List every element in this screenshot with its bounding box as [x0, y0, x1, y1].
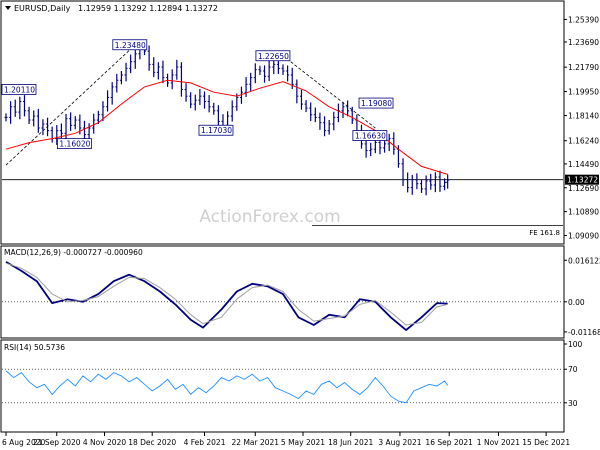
annotation-label: 1.16630 — [355, 132, 386, 141]
annotation-box — [352, 130, 388, 141]
price-tick-label: 1.21790 — [568, 63, 599, 72]
macd-lines — [5, 261, 448, 332]
price-levels — [2, 179, 563, 226]
rsi-title: RSI(14) 50.5736 — [4, 343, 65, 352]
annotation-box — [255, 50, 291, 62]
annotation-label: 1.16020 — [59, 140, 90, 149]
macd-series-line — [5, 262, 448, 326]
trendline — [290, 61, 376, 129]
annotation-label: 1.19080 — [361, 99, 392, 108]
price-tick-label: 1.12690 — [568, 184, 599, 193]
x-tick-label: 22 Mar 2021 — [232, 438, 280, 447]
price-annotation: 1.20110 — [1, 84, 37, 95]
current-price-marker: 1.13272 — [565, 174, 599, 185]
price-annotation: 1.19080 — [358, 97, 394, 109]
macd-tick-label: 0.016122 — [568, 256, 600, 265]
price-tick-label: 1.25390 — [568, 15, 599, 24]
symbol-label: EURUSD,Daily — [14, 4, 71, 13]
macd-tick-label: -0.011681 — [568, 328, 600, 337]
price-axis: 1.25390 1.23690 1.21790 1.19950 1.18140 1.162… — [564, 15, 599, 240]
price-tick-label: 1.16240 — [568, 137, 599, 146]
macd-axis: 0.016122 0.00 -0.011681 — [2, 256, 600, 337]
price-header: EURUSD,Daily 1.12959 1.13292 1.12894 1.1… — [5, 4, 218, 13]
annotation-label: 1.17030 — [201, 126, 232, 135]
price-tick-label: 1.23690 — [568, 38, 599, 47]
rsi-panel — [0, 339, 565, 433]
price-panel — [0, 0, 565, 245]
annotation-box — [1, 84, 37, 95]
price-tick-label: 1.19950 — [568, 88, 599, 97]
dropdown-triangle-icon[interactable] — [5, 6, 11, 10]
rsi-tick-label: 100 — [568, 340, 583, 349]
macd-panel — [0, 245, 565, 339]
price-annotation: 1.23480 — [112, 39, 148, 51]
x-tick-label: 6 Aug 2020 — [2, 438, 45, 447]
rsi-tick-label: 30 — [568, 399, 578, 408]
annotation-box — [198, 124, 234, 136]
annotation-box — [57, 138, 92, 150]
x-tick-label: 21 Sep 2020 — [33, 438, 81, 447]
annotation-label: 1.20110 — [4, 85, 35, 94]
x-tick-label: 16 Sep 2021 — [425, 438, 473, 447]
watermark: ActionForex.com — [199, 207, 340, 227]
macd-tick-label: 0.00 — [568, 298, 585, 307]
macd-series-line — [5, 261, 448, 332]
ema-line — [5, 79, 448, 175]
current-price-box — [565, 174, 599, 185]
rsi-series-line — [5, 370, 449, 404]
x-tick-label: 15 Dec 2021 — [522, 438, 570, 447]
macd-title: MACD(12,26,9) -0.000727 -0.000960 — [4, 248, 143, 257]
x-tick-label: 18 Dec 2020 — [128, 438, 176, 447]
current-price-label: 1.13272 — [567, 176, 598, 185]
price-tick-label: 1.18140 — [568, 112, 599, 121]
fe-label: FE 161.8 — [529, 229, 560, 237]
trendline — [5, 44, 136, 166]
price-annotations: 1.20110 1.23480 1.16020 1.17030 1.22650 1.190… — [1, 39, 394, 150]
trendlines — [5, 44, 376, 166]
ema-polyline — [5, 79, 448, 175]
x-tick-label: 5 May 2021 — [281, 438, 325, 447]
ohlc-values: 1.12959 1.13292 1.12894 1.13272 — [78, 4, 218, 13]
price-tick-label: 1.09090 — [568, 231, 599, 240]
annotation-label: 1.23480 — [115, 41, 146, 50]
x-tick-label: 1 Nov 2021 — [477, 438, 520, 447]
price-annotation: 1.16630 — [352, 130, 388, 141]
rsi-axis: 100 70 30 — [2, 340, 583, 408]
x-tick-label: 3 Aug 2021 — [378, 438, 421, 447]
price-annotation: 1.17030 — [198, 124, 234, 136]
price-bars — [4, 40, 450, 196]
price-annotation: 1.22650 — [255, 50, 291, 62]
annotation-box — [112, 39, 148, 51]
x-tick-label: 18 Jun 2021 — [328, 438, 373, 447]
x-tick-label: 4 Nov 2020 — [83, 438, 126, 447]
x-tick-label: 4 Feb 2021 — [184, 438, 226, 447]
price-annotation: 1.16020 — [57, 138, 92, 150]
price-tick-label: 1.14490 — [568, 160, 599, 169]
rsi-tick-label: 70 — [568, 365, 578, 374]
annotation-box — [358, 97, 394, 109]
rsi-lines — [5, 370, 449, 404]
annotation-label: 1.22650 — [258, 52, 289, 61]
price-tick-label: 1.10890 — [568, 208, 599, 217]
